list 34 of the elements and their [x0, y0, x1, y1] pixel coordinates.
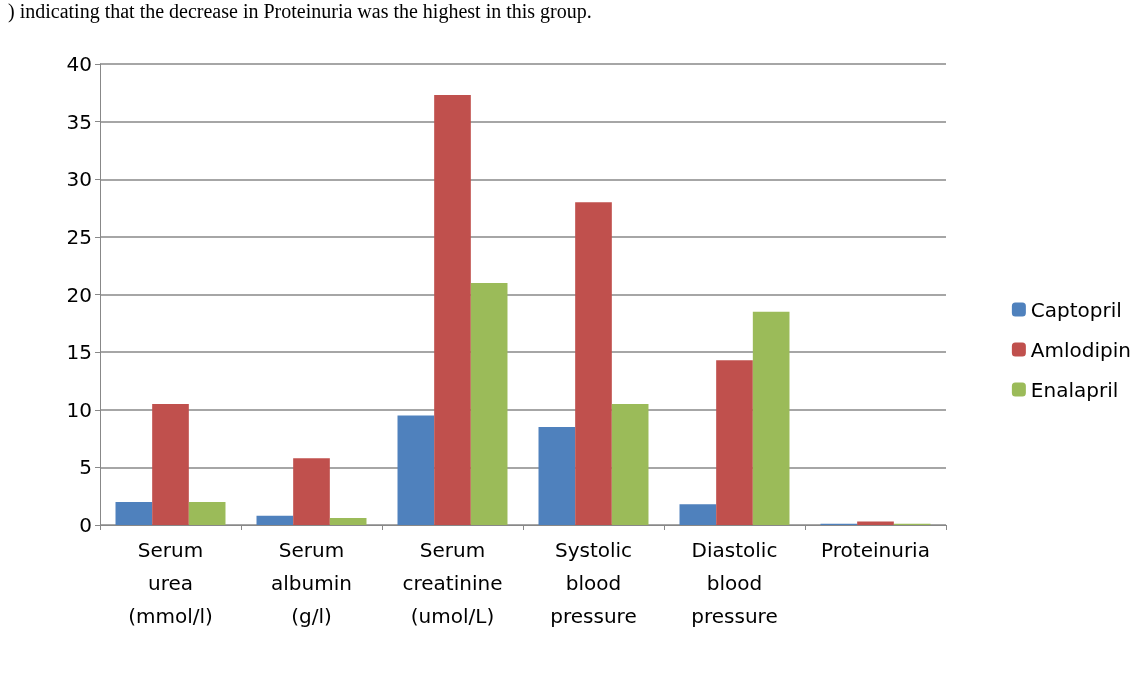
- legend-label: Enalapril: [1030, 377, 1119, 402]
- bar: [293, 458, 330, 525]
- y-tick-label: 0: [79, 513, 92, 537]
- x-tick-label: Diastolic blood pressure: [691, 537, 778, 628]
- bar: [679, 504, 717, 525]
- bar: [188, 501, 226, 525]
- bar: [716, 360, 753, 525]
- bar: [611, 403, 649, 525]
- x-tick-label: Serum creatinine (umol/L): [402, 537, 503, 628]
- x-tick-label: Proteinuria: [821, 537, 930, 562]
- legend-label: Amlodipin: [1030, 337, 1131, 362]
- bar: [152, 403, 189, 525]
- x-tick-label: Serum albumin (g/l): [271, 537, 352, 628]
- y-tick-label: 5: [79, 455, 92, 480]
- bar: [752, 311, 790, 525]
- y-tick-label: 25: [66, 224, 92, 249]
- x-tick-label: Serum urea (mmol/l): [128, 537, 213, 628]
- y-tick-label: 15: [66, 340, 92, 365]
- bar: [538, 427, 576, 525]
- y-tick-label: 20: [66, 282, 92, 307]
- bar: [470, 282, 508, 525]
- bar: [256, 515, 294, 525]
- y-tick-label: 40: [66, 52, 92, 76]
- y-tick-label: 30: [66, 167, 92, 192]
- y-tick-label: 35: [66, 109, 92, 134]
- bar: [434, 95, 471, 525]
- bar: [329, 518, 367, 525]
- bar: [575, 202, 612, 525]
- text: ) indicating that the decrease in Proteinuria was the highest in this group.: [8, 0, 592, 23]
- bar: [397, 415, 435, 525]
- bar: [115, 501, 153, 525]
- legend-label: Captopril: [1030, 297, 1122, 322]
- x-tick-label: Systolic blood pressure: [550, 537, 637, 628]
- y-tick-label: 10: [66, 397, 92, 422]
